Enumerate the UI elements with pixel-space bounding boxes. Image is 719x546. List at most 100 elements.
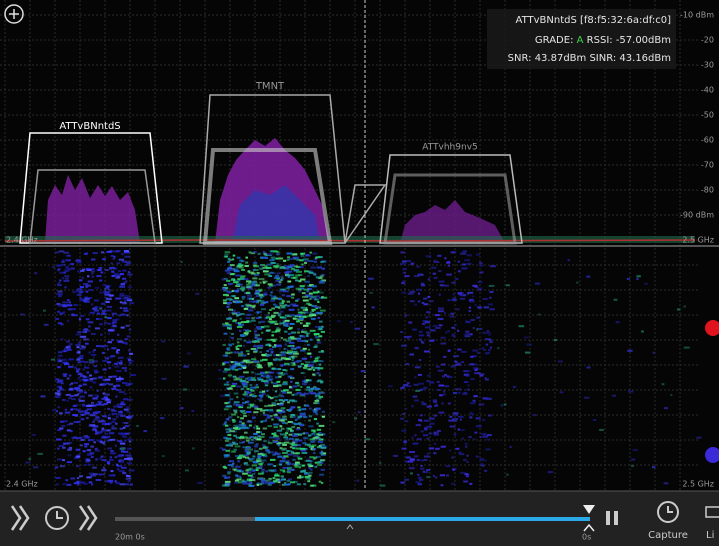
waterfall-pixel: [239, 378, 243, 381]
waterfall-pixel: [85, 290, 89, 293]
network-label[interactable]: ATTvBNntdS: [59, 121, 120, 132]
waterfall-pixel: [417, 300, 421, 303]
waterfall-pixel: [128, 328, 132, 331]
waterfall-pixel: [296, 483, 301, 486]
waterfall-pixel: [295, 447, 302, 450]
timeline-range[interactable]: [255, 517, 590, 521]
waterfall-pixel: [470, 378, 476, 381]
capture-icon[interactable]: [657, 501, 679, 523]
waterfall-pixel: [289, 407, 293, 410]
waterfall-pixel: [480, 432, 486, 435]
timeline-head[interactable]: [583, 505, 595, 514]
waterfall-pixel: [264, 252, 268, 255]
waterfall-pixel: [306, 404, 310, 407]
waterfall-pixel: [60, 312, 64, 315]
waterfall-pixel: [320, 330, 325, 333]
pause-bar[interactable]: [606, 511, 610, 525]
waterfall-pixel: [243, 332, 249, 335]
waterfall-pixel: [63, 271, 66, 274]
history-button[interactable]: [45, 506, 69, 530]
waterfall-pixel: [118, 406, 123, 408]
waterfall-pixel: [400, 417, 405, 420]
waterfall-pixel: [242, 344, 245, 347]
waterfall-pixel: [125, 384, 130, 387]
waterfall-pixel: [413, 383, 419, 386]
waterfall-pixel: [308, 467, 311, 470]
waterfall-pixel: [62, 301, 68, 304]
waterfall-pixel: [575, 281, 579, 284]
pause-bar[interactable]: [614, 511, 618, 525]
waterfall-pixel: [429, 339, 435, 342]
waterfall-pixel: [313, 439, 316, 442]
add-button[interactable]: [4, 4, 24, 24]
waterfall-pixel: [224, 394, 230, 397]
waterfall-pixel: [122, 382, 128, 385]
waterfall-pixel: [309, 284, 314, 287]
waterfall-pixel: [124, 338, 128, 341]
waterfall-pixel: [57, 358, 62, 361]
network-label[interactable]: ATTvhh9nv5: [422, 143, 478, 153]
waterfall-pixel: [274, 338, 277, 341]
waterfall-pixel: [295, 461, 300, 464]
waterfall-pixel: [424, 455, 430, 458]
waterfall-pixel: [245, 377, 249, 380]
waterfall-pixel: [318, 391, 321, 394]
waterfall-pixel: [437, 318, 444, 320]
marker-blue[interactable]: [705, 447, 719, 463]
waterfall-pixel: [109, 432, 115, 435]
waterfall-pixel: [300, 335, 306, 338]
waterfall-pixel: [65, 277, 69, 280]
waterfall-pixel: [237, 364, 243, 367]
waterfall-pixel: [106, 305, 113, 308]
waterfall-pixel: [123, 251, 130, 254]
waterfall-pixel: [265, 450, 270, 453]
waterfall-pixel: [116, 465, 123, 468]
waterfall-pixel: [81, 331, 85, 333]
waterfall-pixel: [279, 310, 284, 313]
timeline-handle[interactable]: [346, 524, 354, 530]
timeline-tail[interactable]: [583, 523, 595, 532]
waterfall-pixel: [282, 415, 287, 418]
network-label[interactable]: TMNT: [255, 81, 285, 92]
waterfall-pixel: [466, 292, 470, 295]
waterfall-pixel: [25, 461, 31, 464]
waterfall-pixel: [80, 389, 84, 392]
waterfall-pixel: [90, 474, 97, 477]
forward-button[interactable]: [78, 505, 98, 531]
waterfall-pixel: [317, 368, 321, 371]
waterfall-pixel: [256, 311, 262, 313]
waterfall-pixel: [304, 270, 309, 273]
waterfall-pixel: [252, 469, 258, 472]
waterfall-pixel: [56, 381, 62, 384]
waterfall-pixel: [276, 272, 280, 275]
waterfall-pixel: [161, 455, 165, 458]
waterfall-pixel: [101, 459, 107, 462]
waterfall-pixel: [336, 320, 341, 323]
waterfall-pixel: [274, 390, 278, 393]
waterfall-pixel: [440, 342, 447, 345]
waterfall-pixel: [273, 435, 279, 438]
waterfall-pixel: [460, 429, 465, 431]
waterfall-pixel: [76, 389, 82, 392]
waterfall-pixel: [88, 394, 93, 397]
waterfall-pixel: [268, 477, 272, 480]
waterfall-pixel: [103, 290, 106, 293]
capture-button[interactable]: Capture: [648, 530, 688, 541]
noise-floor: [5, 236, 695, 243]
live-button[interactable]: Li: [706, 530, 714, 541]
marker-red[interactable]: [705, 320, 719, 336]
waterfall-pixel: [231, 320, 237, 323]
waterfall-pixel: [93, 377, 96, 380]
waterfall-pixel: [652, 351, 656, 354]
waterfall-pixel: [287, 285, 294, 288]
waterfall-pixel: [311, 445, 315, 448]
live-icon[interactable]: [705, 506, 719, 518]
waterfall-pixel: [127, 438, 132, 441]
waterfall-pixel: [239, 420, 242, 423]
waterfall-pixel: [298, 408, 302, 411]
clock-hands: [56, 511, 63, 519]
waterfall-pixel: [285, 274, 291, 277]
waterfall-pixel: [282, 319, 287, 322]
waterfall-pixel: [255, 469, 259, 471]
expand-button[interactable]: [10, 505, 30, 531]
